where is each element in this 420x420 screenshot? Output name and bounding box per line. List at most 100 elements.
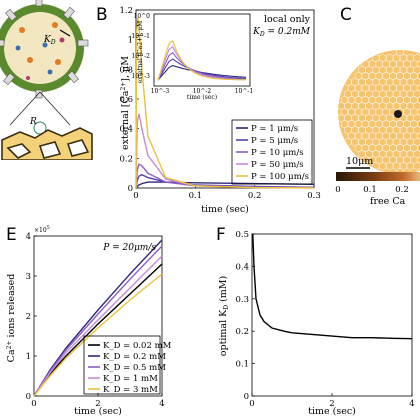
chart-b-legend: P = 1 μm/s P = 5 μm/s P = 10 μm/s P = 50 μm… — [231, 119, 313, 185]
chart-b-ticks: 0 0.1 0.2 0.3 0 0.2 0.4 0.6 0.8 1 1.2 — [119, 6, 320, 201]
scale-bar-label: 10μm — [346, 156, 373, 167]
x-tick-label: 0 — [31, 399, 36, 409]
chart-e-lines — [33, 239, 163, 397]
hex-cell — [417, 60, 420, 68]
x-tick-label: 2 — [95, 399, 100, 409]
inset-ytick-2: 10^-2 — [131, 53, 150, 60]
series-line-2 — [33, 245, 163, 397]
legend-frame — [83, 335, 161, 395]
hex-cell — [417, 96, 420, 104]
inset-line-4 — [157, 40, 247, 81]
legend-label-3: K_D = 1 mM — [103, 374, 158, 384]
chart-e-annotation: P = 20μm/s — [102, 243, 156, 253]
inset-lines — [157, 40, 247, 81]
panel-c-image: 10μm 0 0.1 0.2 free Ca — [335, 47, 420, 207]
inset-xtick-1: 10^-2 — [193, 88, 212, 95]
y-tick-label: 0 — [128, 184, 133, 194]
chart-e-exponent: ×105 — [34, 225, 50, 234]
series-line-0 — [252, 233, 413, 340]
hex-cell — [417, 84, 420, 92]
chart-f-xlabel: time (sec) — [308, 406, 356, 417]
chart-e-xlabel: time (sec) — [74, 406, 122, 417]
y-tick-label: 1.2 — [119, 6, 133, 16]
colorbar-tick-2: 0.2 — [395, 185, 409, 195]
chart-f: 0 2 4 0 0.1 0.2 0.3 0.4 0.5 optimal KD (mM) time… — [218, 230, 415, 417]
y-tick-label: 0.2 — [235, 327, 249, 337]
chart-b-annotation-1: local only — [264, 14, 311, 25]
y-tick-label: 0.4 — [235, 262, 249, 272]
cell-interior — [4, 12, 76, 84]
panel-e-label: E — [6, 225, 17, 245]
inset-frame — [153, 13, 251, 87]
y-tick-label: 0.2 — [119, 154, 133, 164]
inset-ytick-0: 10^0 — [134, 13, 151, 20]
inset-ylabel: external [Ca2+], μM — [137, 21, 144, 84]
series-line-1 — [135, 173, 315, 189]
hex-grid — [337, 47, 420, 177]
chart-f-ticks: 0 2 4 0 0.1 0.2 0.3 0.4 0.5 — [235, 230, 414, 409]
legend-label-0: P = 1 μm/s — [251, 124, 298, 134]
hex-cell — [417, 144, 420, 152]
y-tick-label: 1 — [128, 36, 133, 46]
channels — [0, 0, 89, 99]
y-tick-label: 0.1 — [235, 360, 249, 370]
series-line-4 — [135, 17, 315, 189]
legend-label-4: P = 100 μm/s — [251, 172, 309, 182]
panel-b-label: B — [96, 5, 108, 25]
chart-b: 0 0.1 0.2 0.3 0 0.2 0.4 0.6 0.8 1 1.2 external [Ca… — [119, 6, 320, 215]
kd-arrow — [59, 29, 71, 37]
x-tick-label: 0 — [249, 399, 254, 409]
hex-cell — [417, 132, 420, 140]
colorbar-tick-1: 0.1 — [363, 185, 377, 195]
y-tick-label: 0.4 — [119, 125, 133, 135]
y-tick-label: 0.3 — [235, 295, 249, 305]
chart-f-frame — [251, 233, 413, 397]
legend-label-4: K_D = 3 mM — [103, 385, 158, 395]
x-tick-label: 4 — [159, 399, 164, 409]
chart-e-legend: K_D = 0.02 mMK_D = 0.2 mMK_D = 0.5 mMK_D… — [83, 335, 172, 395]
zoom-line-left — [9, 91, 41, 126]
legend-label-2: P = 10 μm/s — [251, 148, 304, 158]
legend-label-2: K_D = 0.5 mM — [103, 363, 166, 373]
chart-f-lines — [252, 233, 413, 340]
inset-xtick-0: 10^-3 — [151, 88, 170, 95]
x-tick-label: 0 — [133, 191, 138, 201]
hex-cell — [413, 161, 420, 171]
series-line-3 — [33, 255, 163, 397]
legend-label-0: K_D = 0.02 mM — [103, 341, 172, 351]
panel-c-label: C — [340, 5, 352, 25]
legend-label-3: P = 50 μm/s — [251, 160, 304, 170]
inset-xtick-2: 10^-1 — [235, 88, 254, 95]
hot-spot — [394, 110, 402, 118]
y-tick-label: 0 — [244, 392, 249, 402]
hex-cell — [417, 120, 420, 128]
r-label: R — [29, 117, 37, 127]
inset-xlabel: time (sec) — [187, 94, 217, 101]
chart-b-annotation-2: KD = 0.2mM — [252, 27, 311, 38]
chart-b-ylabel: external [Ca2+], μM — [120, 56, 131, 150]
ca-ions — [15, 22, 65, 80]
inset-line-3 — [157, 45, 247, 81]
zoom-line-right — [39, 91, 71, 126]
series-line-4 — [33, 273, 163, 397]
y-tick-label: 0.8 — [119, 65, 133, 75]
chart-f-ylabel: optimal KD (mM) — [218, 276, 230, 356]
chart-e: 0 2 4 0 1 2 3 4 ×105 Ca2+ ions released time (s… — [6, 225, 172, 417]
y-tick-label: 1 — [26, 352, 31, 362]
colorbar-tick-0: 0 — [335, 185, 340, 195]
colorbar — [336, 172, 420, 181]
y-tick-label: 3 — [26, 272, 31, 282]
chart-e-ylabel: Ca2+ ions released — [6, 274, 17, 363]
chart-b-inset: 10^0 10^-1 10^-2 10^-3 10^-3 10^-2 10^-1… — [131, 13, 253, 101]
x-tick-label: 2 — [329, 399, 334, 409]
y-tick-label: 0.6 — [119, 95, 133, 105]
panel-f-label: F — [216, 225, 226, 245]
y-tick-label: 2 — [26, 312, 31, 322]
x-tick-label: 4 — [409, 399, 414, 409]
inset-ytick-3: 10^-3 — [131, 73, 150, 80]
x-tick-label: 0.1 — [189, 191, 203, 201]
hex-cell — [417, 156, 420, 164]
y-tick-label: 0.5 — [235, 230, 249, 240]
inset-ytick-1: 10^-1 — [131, 33, 150, 40]
